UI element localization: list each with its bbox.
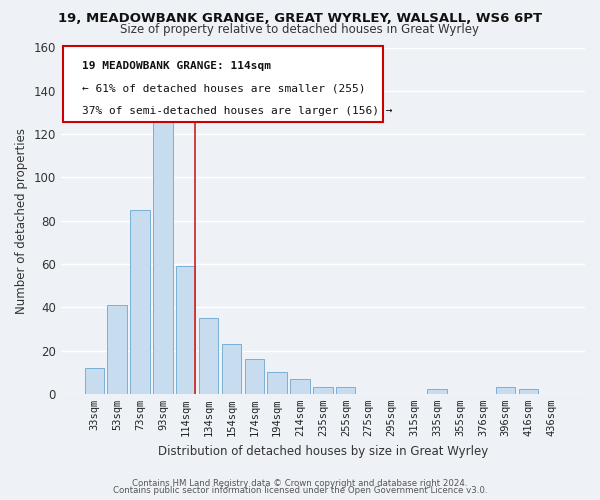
Bar — [153, 119, 173, 394]
Bar — [336, 388, 355, 394]
Bar — [130, 210, 150, 394]
Bar — [496, 388, 515, 394]
Bar — [268, 372, 287, 394]
Text: 19 MEADOWBANK GRANGE: 114sqm: 19 MEADOWBANK GRANGE: 114sqm — [82, 62, 271, 72]
Bar — [427, 390, 447, 394]
Text: Contains HM Land Registry data © Crown copyright and database right 2024.: Contains HM Land Registry data © Crown c… — [132, 478, 468, 488]
Bar — [222, 344, 241, 394]
Bar — [519, 390, 538, 394]
Bar — [245, 359, 264, 394]
Bar — [107, 305, 127, 394]
Text: Size of property relative to detached houses in Great Wyrley: Size of property relative to detached ho… — [121, 22, 479, 36]
Text: 37% of semi-detached houses are larger (156) →: 37% of semi-detached houses are larger (… — [82, 106, 392, 117]
X-axis label: Distribution of detached houses by size in Great Wyrley: Distribution of detached houses by size … — [158, 444, 488, 458]
Bar — [85, 368, 104, 394]
Text: Contains public sector information licensed under the Open Government Licence v3: Contains public sector information licen… — [113, 486, 487, 495]
Bar — [199, 318, 218, 394]
FancyBboxPatch shape — [64, 46, 383, 122]
Bar — [176, 266, 196, 394]
Bar — [313, 388, 332, 394]
Bar — [290, 378, 310, 394]
Y-axis label: Number of detached properties: Number of detached properties — [15, 128, 28, 314]
Text: ← 61% of detached houses are smaller (255): ← 61% of detached houses are smaller (25… — [82, 84, 365, 94]
Text: 19, MEADOWBANK GRANGE, GREAT WYRLEY, WALSALL, WS6 6PT: 19, MEADOWBANK GRANGE, GREAT WYRLEY, WAL… — [58, 12, 542, 26]
